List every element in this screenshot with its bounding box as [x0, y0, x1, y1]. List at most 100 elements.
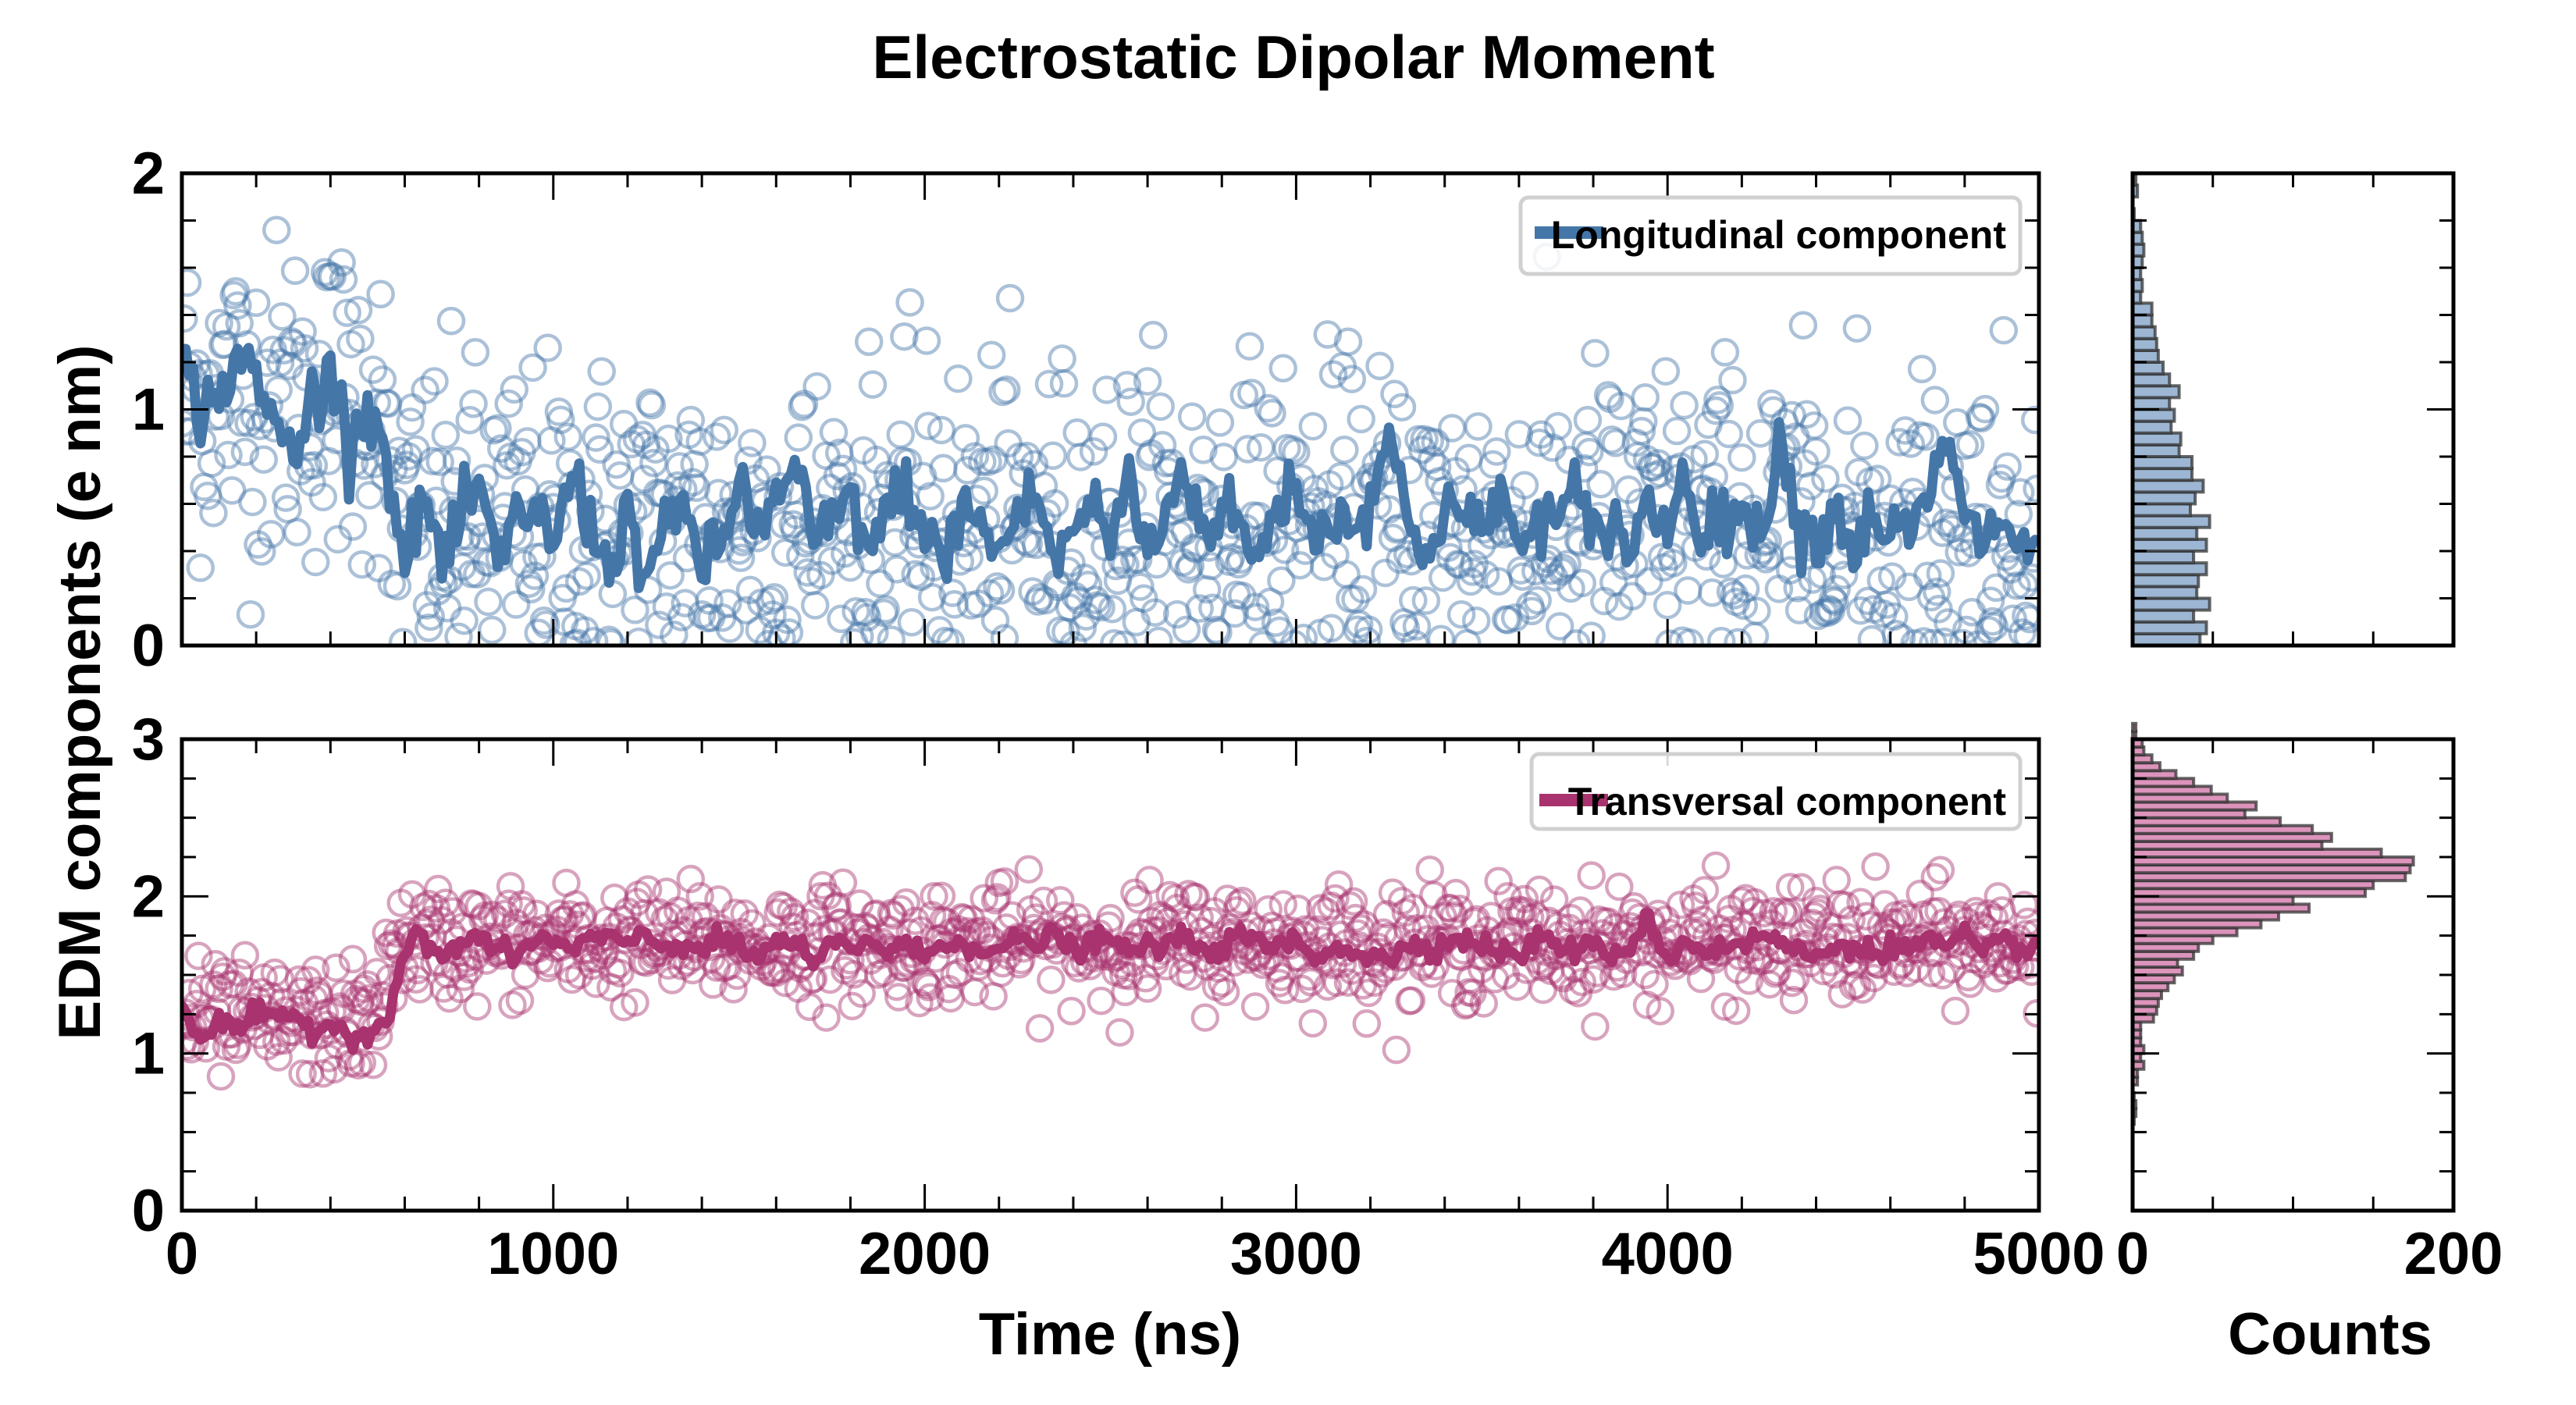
scatter-point: [945, 958, 975, 987]
scatter-point: [184, 941, 213, 970]
scatter-point: [336, 329, 365, 359]
scatter-point: [262, 1027, 291, 1056]
scatter-point: [500, 916, 529, 946]
scatter-point: [758, 600, 787, 629]
scatter-point: [459, 890, 488, 919]
scatter-point: [1937, 514, 1966, 543]
scatter-point: [1491, 605, 1521, 634]
scatter-point: [1450, 991, 1480, 1020]
scatter-point: [1928, 961, 1957, 990]
plot-area: [182, 851, 2039, 1091]
scatter-point: [607, 905, 637, 934]
scatter-point: [693, 603, 722, 633]
scatter-point: [544, 397, 574, 426]
scatter-point: [851, 598, 880, 627]
x-tick-label: 0: [165, 1221, 198, 1287]
scatter-point: [660, 621, 688, 646]
scatter-point: [645, 898, 674, 927]
scatter-point: [949, 904, 978, 933]
scatter-point: [624, 880, 653, 909]
scatter-point: [1365, 351, 1394, 381]
scatter-point: [1913, 561, 1942, 590]
scatter-point: [770, 968, 800, 998]
scatter-point: [299, 984, 329, 1013]
scatter-point: [1803, 601, 1833, 631]
scatter-point: [1850, 431, 1879, 461]
histogram-bar: [2131, 585, 2199, 600]
scatter-point: [1809, 598, 1838, 628]
scatter-point: [932, 907, 962, 937]
scatter-point: [262, 215, 291, 244]
scatter-point: [1133, 974, 1162, 1003]
scatter-point: [1670, 390, 1699, 420]
scatter-point: [1311, 897, 1340, 926]
scatter-point: [505, 986, 535, 1016]
scatter-point: [1833, 406, 1863, 436]
scatter-point: [454, 948, 482, 978]
scatter-point: [667, 603, 696, 631]
scatter-point: [290, 333, 319, 363]
scatter-point: [986, 959, 1016, 987]
scatter-point: [1770, 901, 1799, 930]
scatter-point: [1701, 396, 1731, 425]
scatter-point: [215, 970, 245, 999]
bottom-main-panel: [180, 737, 2041, 1213]
scatter-point: [304, 981, 334, 1010]
scatter-point: [760, 582, 789, 612]
scatter-point: [1229, 380, 1259, 410]
scatter-point: [1521, 557, 1550, 586]
scatter-point: [1515, 591, 1545, 621]
scatter-point: [1411, 586, 1441, 615]
scatter-point: [288, 1059, 317, 1088]
scatter-point: [951, 424, 980, 453]
scatter-point: [561, 611, 590, 641]
scatter-point: [1425, 467, 1453, 496]
scatter-point: [572, 561, 601, 590]
scatter-point: [1087, 986, 1115, 1016]
scatter-point: [1729, 910, 1758, 940]
scatter-point: [249, 445, 278, 474]
scatter-point: [1330, 435, 1359, 464]
scatter-point: [1777, 400, 1806, 430]
scatter-point: [925, 616, 954, 645]
scatter-point: [1803, 898, 1833, 927]
y-axis-label: EDM components (e nm): [47, 345, 113, 1040]
scatter-point: [463, 992, 492, 1021]
scatter-point: [1313, 972, 1343, 1001]
scatter-point: [1974, 616, 2004, 645]
scatter-point: [1196, 906, 1226, 936]
scatter-point: [1055, 593, 1084, 622]
scatter-point: [678, 468, 707, 497]
scatter-point: [401, 965, 431, 994]
scatter-point: [1881, 620, 1911, 646]
scatter-point: [1174, 880, 1203, 909]
scatter-point: [1538, 433, 1567, 462]
scatter-point: [474, 587, 503, 617]
scatter-point: [1254, 895, 1283, 924]
scatter-point: [1397, 986, 1426, 1015]
scatter-point: [219, 280, 248, 310]
scatter-point: [968, 447, 997, 476]
scatter-point: [719, 975, 748, 1004]
scatter-point: [828, 454, 858, 484]
scatter-point: [654, 424, 683, 454]
scatter-point: [517, 574, 546, 604]
scatter-point: [1399, 585, 1428, 615]
scatter-point: [379, 454, 408, 483]
scatter-point: [824, 438, 854, 468]
histogram-bar: [2131, 514, 2211, 529]
scatter-point: [553, 955, 583, 984]
histogram-bar: [2131, 396, 2172, 411]
scatter-point: [1510, 471, 1539, 500]
scatter-point: [1179, 882, 1208, 911]
scatter-point: [819, 418, 849, 446]
scatter-point: [704, 885, 733, 914]
x-tick-label: 4000: [1602, 1221, 1734, 1287]
scatter-point: [190, 472, 219, 502]
scatter-point: [598, 956, 628, 985]
scatter-point: [1181, 883, 1211, 912]
scatter-point: [279, 329, 308, 358]
scatter-point: [1916, 582, 1946, 612]
scatter-point: [1375, 922, 1404, 951]
